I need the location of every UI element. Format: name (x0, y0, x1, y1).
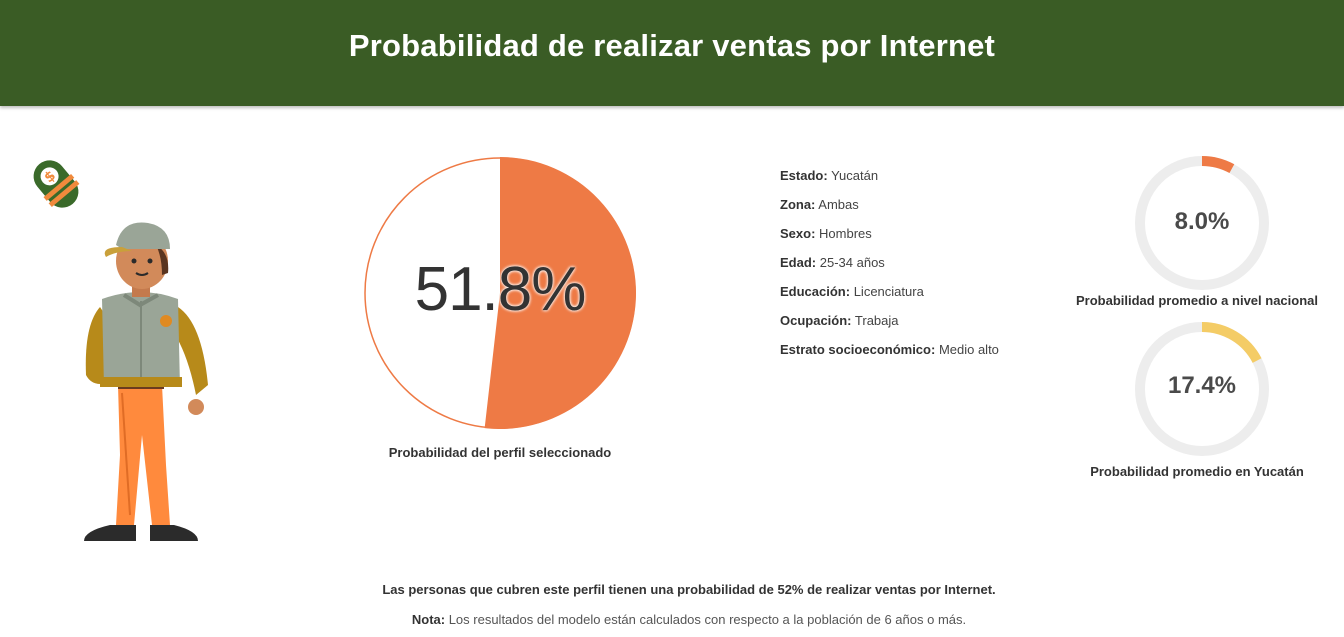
profile-key: Estrato socioeconómico: (780, 342, 936, 357)
state-probability-donut (1135, 322, 1269, 456)
profile-value: Trabaja (854, 313, 899, 328)
profile-row-educacion: Educación: Licenciatura (780, 283, 1030, 301)
page-title: Probabilidad de realizar ventas por Inte… (348, 28, 996, 63)
page-header: Probabilidad de realizar ventas por Inte… (0, 0, 1344, 106)
national-probability-donut (1135, 156, 1269, 290)
state-probability-caption: Probabilidad promedio en Yucatán (1090, 464, 1304, 479)
pie-slice-profile (484, 157, 637, 429)
profile-value: 25-34 años (819, 255, 885, 270)
profile-row-estrato: Estrato socioeconómico: Medio alto (780, 341, 1030, 359)
national-probability-value: 8.0% (1174, 208, 1230, 235)
profile-key: Ocupación: (780, 313, 852, 328)
man-with-cap-illustration (84, 222, 208, 541)
profile-value: Hombres (819, 226, 872, 241)
profile-row-edad: Edad: 25-34 años (780, 254, 1030, 272)
profile-key: Edad: (780, 255, 817, 270)
profile-value: Ambas (818, 197, 859, 212)
money-tag-icon: $ (33, 160, 80, 208)
profile-probability-caption: Probabilidad del perfil seleccionado (388, 445, 612, 460)
note-label: Nota: (411, 612, 446, 627)
donut-arc-state (1135, 322, 1269, 456)
summary-text: Las personas que cubren este perfil tien… (382, 582, 996, 597)
profile-row-ocupacion: Ocupación: Trabaja (780, 312, 1030, 330)
profile-row-sexo: Sexo: Hombres (780, 225, 1030, 243)
profile-value: Yucatán (831, 168, 879, 183)
profile-value: Medio alto (938, 342, 999, 357)
state-probability-value: 17.4% (1167, 372, 1237, 399)
profile-key: Zona: (780, 197, 816, 212)
national-probability-caption: Probabilidad promedio a nivel nacional (1076, 293, 1318, 308)
donut-arc-national (1135, 156, 1269, 290)
profile-probability-pie (364, 157, 637, 429)
profile-value: Licenciatura (853, 284, 924, 299)
profile-probability-value: 51.8% (414, 255, 587, 324)
profile-key: Sexo: (780, 226, 816, 241)
profile-key: Estado: (780, 168, 828, 183)
profile-row-zona: Zona: Ambas (780, 196, 1030, 214)
profile-row-estado: Estado: Yucatán (780, 167, 1030, 185)
note-text: Nota: Los resultados del modelo están ca… (0, 612, 1344, 627)
profile-details: Estado: Yucatán Zona: Ambas Sexo: Hombre… (780, 167, 1030, 370)
note-body: Los resultados del modelo están calculad… (445, 612, 967, 627)
profile-key: Educación: (780, 284, 851, 299)
